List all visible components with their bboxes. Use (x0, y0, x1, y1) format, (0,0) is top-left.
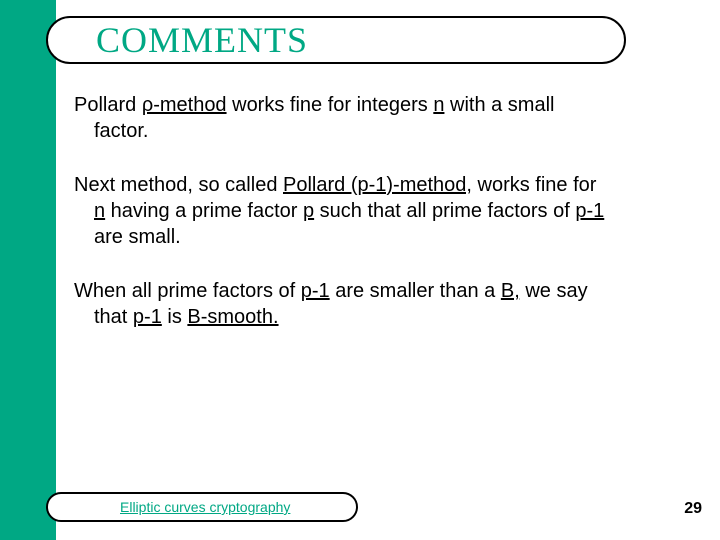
title-container: COMMENTS (46, 16, 626, 64)
p3-l2c: is (162, 306, 188, 328)
p2-method: Pollard (p-1)-method, (283, 174, 472, 196)
slide-body: Pollard ρ-method works fine for integers… (74, 92, 684, 358)
p2-l2b: having a prime factor (105, 200, 303, 222)
p1-lead: Pollard (74, 94, 142, 116)
p2-l2d: such that all prime factors of (314, 200, 575, 222)
paragraph-1: Pollard ρ-method works fine for integers… (74, 92, 684, 144)
slide-title: COMMENTS (96, 19, 308, 61)
left-sidebar (0, 0, 56, 540)
p3-lead: When all prime factors of (74, 280, 301, 302)
p1-line2: factor. (74, 118, 684, 144)
page-number: 29 (684, 500, 702, 518)
p2-p: p (303, 200, 314, 222)
p3-mid: are smaller than a (330, 280, 501, 302)
p2-line2: n having a prime factor p such that all … (74, 198, 684, 224)
p2-mid: works fine for (472, 174, 596, 196)
p3-l2d: B-smooth. (187, 306, 278, 328)
p1-n: n (433, 94, 444, 116)
p1-method: ρ-method (142, 94, 227, 116)
paragraph-3: When all prime factors of p-1 are smalle… (74, 278, 684, 330)
p2-lead: Next method, so called (74, 174, 283, 196)
p3-pm1a: p-1 (301, 280, 330, 302)
p3-B: B, (501, 280, 520, 302)
p3-line2: that p-1 is B-smooth. (74, 304, 684, 330)
footer-label: Elliptic curves cryptography (120, 499, 290, 515)
p3-l2b: p-1 (133, 306, 162, 328)
p1-mid: works fine for integers (227, 94, 434, 116)
p1-tail: with a small (444, 94, 554, 116)
p3-tail: we say (520, 280, 588, 302)
footer-container: Elliptic curves cryptography (46, 492, 358, 522)
p2-line3: are small. (74, 224, 684, 250)
p2-n: n (94, 200, 105, 222)
paragraph-2: Next method, so called Pollard (p-1)-met… (74, 172, 684, 250)
p2-pm1: p-1 (575, 200, 604, 222)
p3-l2a: that (94, 306, 133, 328)
